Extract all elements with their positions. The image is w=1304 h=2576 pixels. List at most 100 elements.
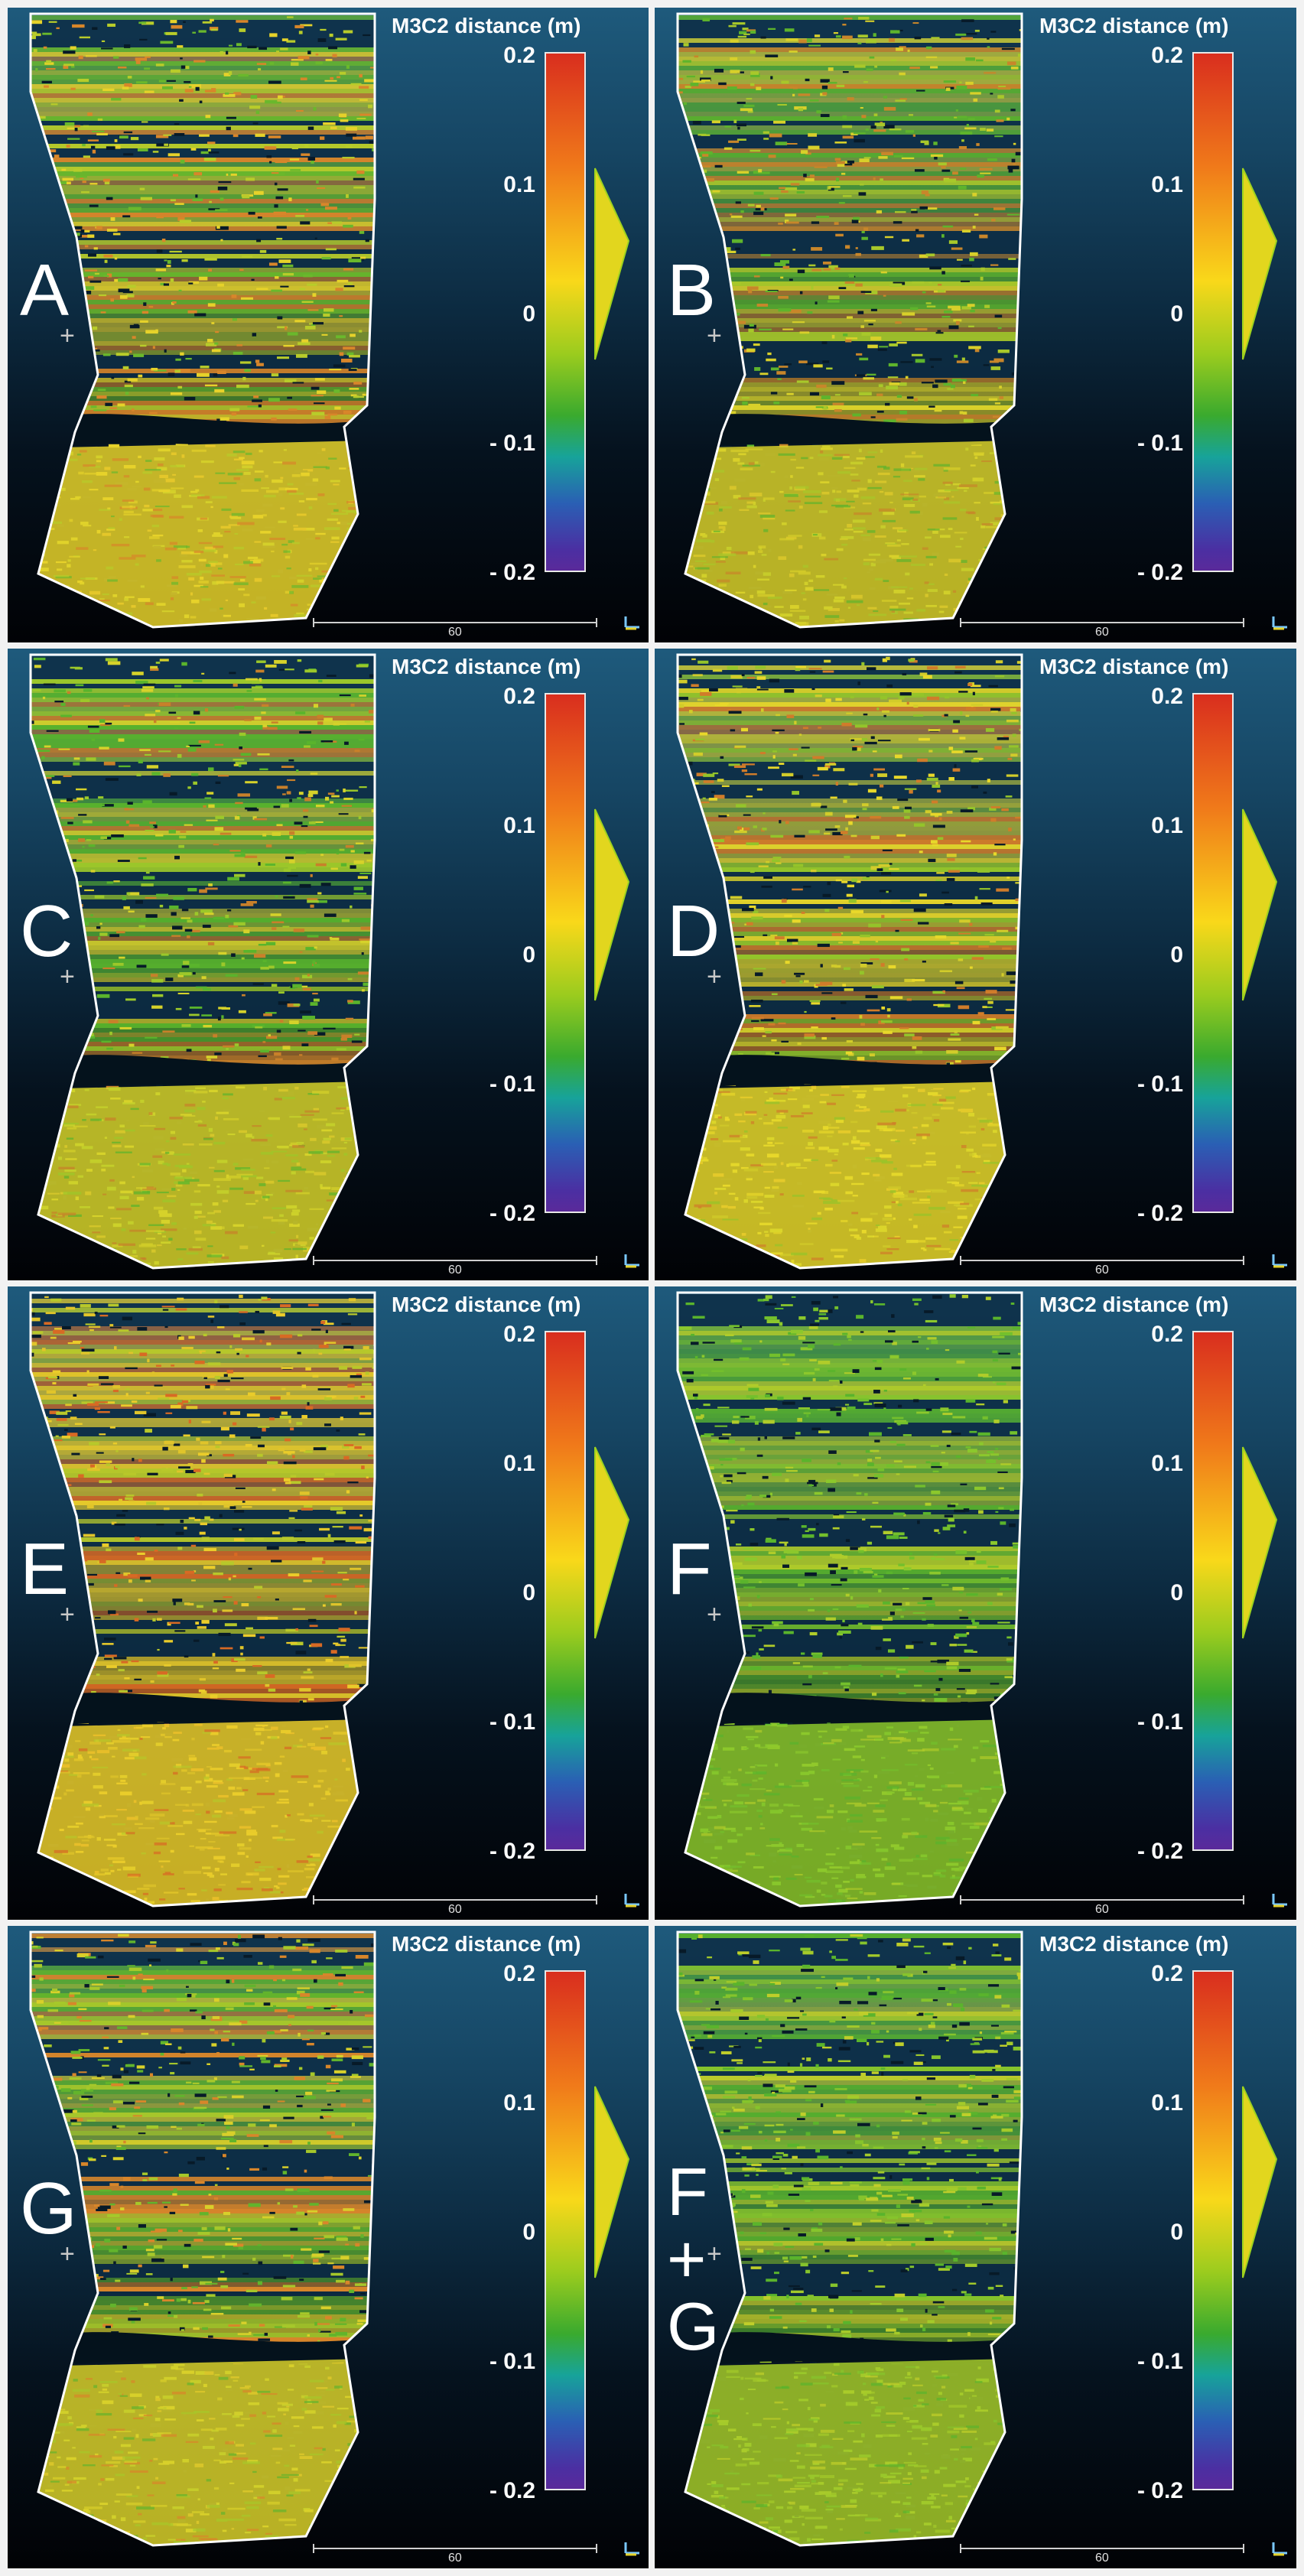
region-outline bbox=[29, 12, 376, 629]
colorbar-title: M3C2 distance (m) bbox=[1039, 655, 1229, 678]
colorbar bbox=[545, 1331, 586, 1851]
panel-label: F bbox=[667, 1528, 712, 1610]
scale-bar-label: 60 bbox=[1095, 1264, 1109, 1277]
point-cloud-view bbox=[676, 653, 1287, 1270]
crosshair-icon: + bbox=[707, 962, 722, 991]
colorbar-tick-label: - 0.2 bbox=[1137, 1201, 1183, 1226]
colorbar-tick-label: 0.2 bbox=[1151, 1322, 1183, 1347]
panel-1: M3C2 distance (m) 0.2 0.1 0 - 0.1 - 0.2 A +60 bbox=[8, 8, 649, 642]
colorbar-tick-label: 0.1 bbox=[1151, 2090, 1183, 2116]
crosshair-icon: + bbox=[707, 1600, 722, 1629]
panel-label: E bbox=[20, 1528, 70, 1610]
crosshair-icon: + bbox=[707, 2239, 722, 2269]
panel-2: M3C2 distance (m) 0.2 0.1 0 - 0.1 - 0.2 B +60 bbox=[655, 8, 1296, 642]
histogram-glyph bbox=[594, 168, 630, 360]
point-cloud-view bbox=[676, 1930, 1287, 2556]
colorbar-tick-label: 0 bbox=[522, 301, 535, 327]
colorbar-tick-label: - 0.2 bbox=[1137, 2478, 1183, 2503]
colorbar-tick-label: - 0.1 bbox=[1137, 1072, 1183, 1097]
panel-8: M3C2 distance (m) 0.2 0.1 0- 0.1- 0.2 F + G +60 bbox=[655, 1926, 1296, 2568]
colorbar-tick-label: - 0.1 bbox=[489, 431, 535, 456]
scale-bar-label: 60 bbox=[1095, 626, 1109, 639]
histogram-glyph bbox=[594, 1446, 630, 1639]
colorbar-title: M3C2 distance (m) bbox=[392, 655, 581, 678]
panel-7: M3C2 distance (m) 0.2 0.1 0 - 0.1 - 0.2 G +60 bbox=[8, 1926, 649, 2568]
colorbar-tick-label: - 0.1 bbox=[1137, 431, 1183, 456]
colorbar-tick-label: 0 bbox=[1170, 301, 1183, 327]
cliff-point-cloud bbox=[678, 15, 1022, 627]
colorbar-tick-label: 0.1 bbox=[503, 172, 535, 197]
histogram-glyph bbox=[594, 2086, 630, 2278]
axis-triad-icon bbox=[624, 616, 639, 629]
point-cloud-view bbox=[29, 1930, 639, 2556]
colorbar-tick-label: 0 bbox=[1170, 1580, 1183, 1605]
axis-triad-icon bbox=[624, 1254, 639, 1267]
axis-triad-icon bbox=[624, 1894, 639, 1906]
colorbar-tick-label: - 0.1 bbox=[1137, 1709, 1183, 1735]
region-outline bbox=[29, 1930, 376, 2547]
colorbar-tick-label: - 0.2 bbox=[1137, 1839, 1183, 1864]
point-cloud-view bbox=[29, 12, 639, 630]
colorbar-tick-label: - 0.2 bbox=[1137, 560, 1183, 585]
colorbar-title: M3C2 distance (m) bbox=[392, 14, 581, 37]
panel-3: M3C2 distance (m) 0.2 0.1 0 - 0.1 - 0.2 C +60 bbox=[8, 649, 649, 1280]
colorbar-tick-label: 0.1 bbox=[1151, 1451, 1183, 1476]
colorbar bbox=[545, 693, 586, 1213]
crosshair-icon: + bbox=[60, 321, 75, 350]
panel-label-line: G bbox=[667, 2288, 720, 2364]
colorbar-tick-label: 0.2 bbox=[503, 684, 535, 709]
colorbar-tick-label: 0.1 bbox=[1151, 172, 1183, 197]
panel-label: C bbox=[20, 890, 73, 972]
region-outline bbox=[29, 1291, 376, 1908]
panel-label: B bbox=[667, 249, 717, 331]
scale-bar-label: 60 bbox=[448, 626, 462, 639]
colorbar bbox=[545, 52, 586, 572]
scale-bar-label: 60 bbox=[448, 1264, 462, 1277]
cliff-point-cloud bbox=[31, 15, 375, 627]
axis-triad-icon bbox=[1272, 2542, 1287, 2555]
histogram-glyph bbox=[1242, 168, 1278, 360]
crosshair-icon: + bbox=[60, 962, 75, 991]
colorbar-tick-label: 0.1 bbox=[503, 1451, 535, 1476]
panel-4: M3C2 distance (m) 0.2 0.1 0 - 0.1 - 0.2 D +60 bbox=[655, 649, 1296, 1280]
panel-label-line: + bbox=[667, 2221, 707, 2297]
panel-5: M3C2 distance (m) 0.2 0.1 0 - 0.1 - 0.2 E +60 bbox=[8, 1286, 649, 1920]
colorbar-tick-label: 0.2 bbox=[503, 1322, 535, 1347]
cliff-point-cloud bbox=[678, 1934, 1022, 2545]
cliff-point-cloud bbox=[31, 656, 375, 1268]
axis-triad-icon bbox=[1272, 616, 1287, 629]
colorbar-tick-label: - 0.1 bbox=[489, 1072, 535, 1097]
colorbar-tick-label: - 0.1 bbox=[489, 2349, 535, 2374]
region-outline bbox=[676, 1930, 1023, 2547]
colorbar-tick-label: 0 bbox=[522, 942, 535, 968]
colorbar-title: M3C2 distance (m) bbox=[392, 1293, 581, 1316]
colorbar-title: M3C2 distance (m) bbox=[1039, 14, 1229, 37]
colorbar bbox=[1192, 693, 1234, 1213]
crosshair-icon: + bbox=[707, 321, 722, 350]
scale-bar-label: 60 bbox=[448, 1903, 462, 1916]
axis-triad-icon bbox=[1272, 1894, 1287, 1906]
colorbar-tick-label: - 0.2 bbox=[489, 2478, 535, 2503]
point-cloud-view bbox=[29, 653, 639, 1270]
axis-triad-icon bbox=[624, 2542, 639, 2555]
colorbar-tick-label: 0.1 bbox=[503, 813, 535, 838]
colorbar-tick-label: 0 bbox=[1170, 942, 1183, 968]
colorbar-title: M3C2 distance (m) bbox=[1039, 1932, 1229, 1956]
colorbar bbox=[1192, 1331, 1234, 1851]
colorbar-tick-label: - 0.2 bbox=[489, 1201, 535, 1226]
colorbar-tick-label: 0 bbox=[522, 2220, 535, 2245]
point-cloud-view bbox=[676, 1291, 1287, 1908]
region-outline bbox=[29, 653, 376, 1270]
colorbar-tick-label: - 0.2 bbox=[489, 560, 535, 585]
colorbar-title: M3C2 distance (m) bbox=[1039, 1293, 1229, 1316]
point-cloud-view bbox=[676, 12, 1287, 630]
colorbar-tick-label: 0.2 bbox=[503, 43, 535, 68]
histogram-glyph bbox=[1242, 808, 1278, 1001]
colorbar-tick-label: 0 bbox=[522, 1580, 535, 1605]
cliff-point-cloud bbox=[31, 1294, 375, 1906]
colorbar-tick-label: - 0.1 bbox=[1137, 2349, 1183, 2374]
colorbar bbox=[1192, 1970, 1234, 2490]
scale-bar-label: 60 bbox=[1095, 1903, 1109, 1916]
axis-triad-icon bbox=[1272, 1254, 1287, 1267]
